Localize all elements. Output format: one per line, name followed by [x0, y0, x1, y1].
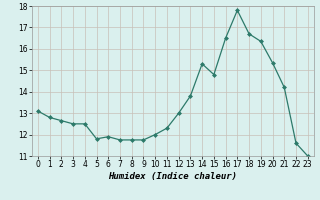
- X-axis label: Humidex (Indice chaleur): Humidex (Indice chaleur): [108, 172, 237, 181]
